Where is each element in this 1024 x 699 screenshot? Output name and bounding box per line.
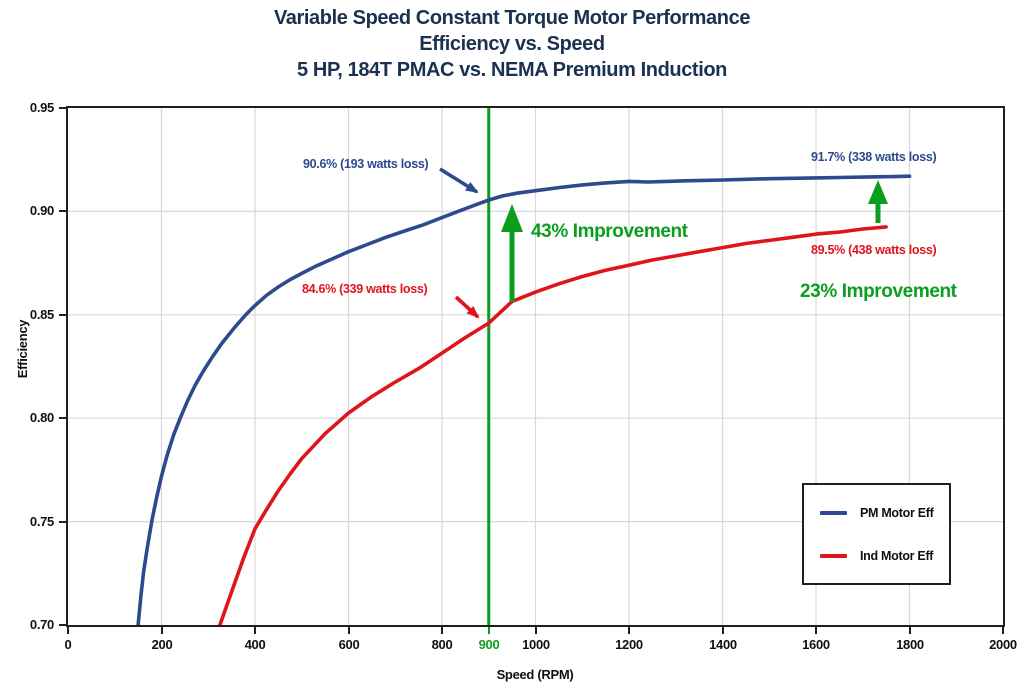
x-tick-mark bbox=[67, 627, 69, 634]
y-tick-label: 0.85 bbox=[29, 307, 54, 322]
ind-annotation-arrow bbox=[454, 295, 480, 319]
x-tick-label: 800 bbox=[431, 637, 453, 652]
annotation-pm-900: 90.6% (193 watts loss) bbox=[303, 157, 429, 171]
x-tick-label: 0 bbox=[64, 637, 72, 652]
x-tick-mark bbox=[441, 627, 443, 634]
pm-annotation-arrow bbox=[439, 167, 479, 194]
annotation-23-improvement: 23% Improvement bbox=[800, 281, 957, 302]
improvement-arrow-43 bbox=[501, 204, 523, 302]
y-tick-label: 0.70 bbox=[29, 617, 54, 632]
x-tick-mark bbox=[722, 627, 724, 634]
y-axis-title: Efficiency bbox=[15, 319, 30, 379]
chart-title-line1: Variable Speed Constant Torque Motor Per… bbox=[273, 7, 751, 29]
x-tick-label: 600 bbox=[338, 637, 360, 652]
y-tick-label: 0.90 bbox=[29, 203, 54, 218]
annotation-pm-1800: 91.7% (338 watts loss) bbox=[811, 150, 937, 164]
ind-line-swatch bbox=[820, 553, 847, 558]
x-tick-label: 200 bbox=[151, 637, 173, 652]
x-tick-mark bbox=[348, 627, 350, 634]
gridlines bbox=[68, 108, 1003, 625]
chart-title-line3: 5 HP, 184T PMAC vs. NEMA Premium Inducti… bbox=[297, 59, 727, 81]
improvement-arrow-23 bbox=[868, 180, 888, 223]
x-tick-label: 1000 bbox=[522, 637, 550, 652]
x-tick-label: 1400 bbox=[709, 637, 737, 652]
chart-title: Variable Speed Constant Torque Motor Per… bbox=[0, 5, 1024, 83]
legend-item-ind: Ind Motor Eff bbox=[804, 549, 949, 563]
x-axis-title: Speed (RPM) bbox=[496, 667, 574, 682]
annotation-ind-1750: 89.5% (438 watts loss) bbox=[811, 243, 937, 257]
x-tick-mark bbox=[161, 627, 163, 634]
pm-curve bbox=[136, 174, 912, 625]
legend-label-ind: Ind Motor Eff bbox=[860, 548, 934, 563]
y-tick-mark bbox=[59, 314, 66, 316]
x-tick-label: 2000 bbox=[989, 637, 1017, 652]
x-tick-label: 1200 bbox=[615, 637, 643, 652]
y-tick-mark bbox=[59, 417, 66, 419]
x-tick-label: 1600 bbox=[802, 637, 830, 652]
x-tick-mark bbox=[535, 627, 537, 634]
x-tick-mark bbox=[488, 627, 490, 634]
y-tick-mark bbox=[59, 107, 66, 109]
legend-item-pm: PM Motor Eff bbox=[804, 506, 949, 520]
legend: PM Motor Eff Ind Motor Eff bbox=[802, 483, 951, 585]
plot-svg bbox=[68, 108, 1003, 625]
annotation-43-improvement: 43% Improvement bbox=[531, 221, 688, 242]
y-tick-label: 0.80 bbox=[29, 410, 54, 425]
x-tick-mark bbox=[1002, 627, 1004, 634]
x-tick-mark bbox=[628, 627, 630, 634]
annotation-ind-900: 84.6% (339 watts loss) bbox=[302, 282, 428, 296]
x-tick-label: 1800 bbox=[896, 637, 924, 652]
y-tick-mark bbox=[59, 210, 66, 212]
y-tick-label: 0.95 bbox=[29, 100, 54, 115]
y-tick-mark bbox=[59, 624, 66, 626]
y-tick-mark bbox=[59, 521, 66, 523]
plot-area bbox=[66, 106, 1005, 627]
chart-title-line2: Efficiency vs. Speed bbox=[419, 33, 605, 55]
x-tick-mark bbox=[909, 627, 911, 634]
x-tick-mark bbox=[815, 627, 817, 634]
x-tick-mark bbox=[254, 627, 256, 634]
y-tick-label: 0.75 bbox=[29, 514, 54, 529]
legend-label-pm: PM Motor Eff bbox=[860, 505, 934, 520]
x-tick-label: 900 bbox=[478, 637, 500, 652]
pm-line-swatch bbox=[820, 510, 847, 515]
x-tick-label: 400 bbox=[244, 637, 266, 652]
